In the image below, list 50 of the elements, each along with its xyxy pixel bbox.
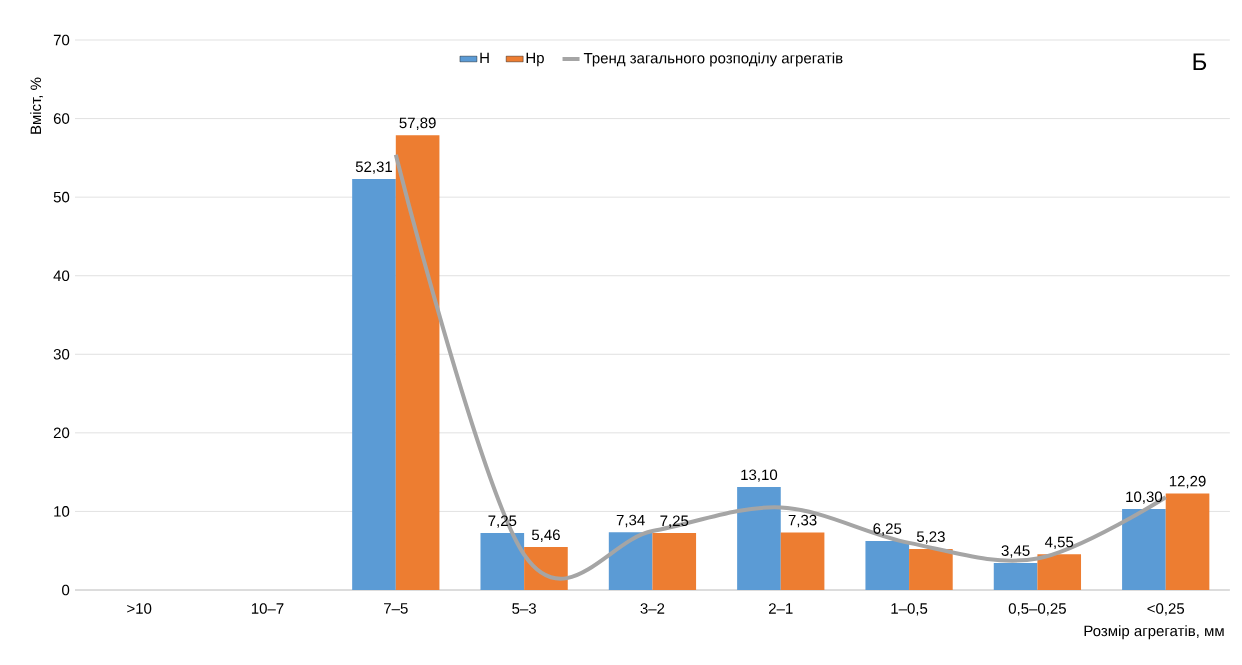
data-label: 5,46 — [531, 529, 560, 542]
data-label: 7,25 — [660, 515, 689, 528]
x-tick-label: >10 — [127, 603, 152, 614]
y-tick-label: 70 — [53, 34, 70, 46]
data-label: 7,33 — [788, 514, 817, 528]
bar — [395, 135, 440, 590]
data-label: 7,34 — [616, 514, 645, 528]
y-axis-title: Вміст, % — [30, 77, 43, 134]
data-label: 52,31 — [355, 161, 393, 174]
x-tick-label: 1–0,5 — [891, 603, 928, 616]
x-tick-label: 2–1 — [769, 603, 793, 614]
bar — [993, 562, 1038, 590]
x-tick-label: 3–2 — [640, 603, 665, 614]
x-tick-label: 7–5 — [384, 603, 408, 614]
legend-label: Нр — [526, 52, 544, 67]
data-label: 13,10 — [741, 469, 778, 482]
y-tick-label: 10 — [54, 506, 70, 517]
legend-label: Тренд загального розподілу агрегатів — [583, 52, 843, 67]
bar — [1122, 509, 1166, 590]
bar — [737, 487, 781, 590]
data-label: 12,29 — [1169, 475, 1206, 489]
data-label: 6,25 — [873, 523, 902, 536]
bar — [652, 533, 697, 590]
y-tick-label: 60 — [53, 113, 70, 124]
x-axis-title: Розмір агрегатів, мм — [1084, 625, 1224, 640]
data-label: 3,45 — [1001, 545, 1030, 558]
y-tick-label: 20 — [53, 427, 70, 439]
x-tick-label: 0,5–0,25 — [1008, 603, 1066, 616]
y-tick-label: 0 — [62, 584, 70, 596]
annotation: Б — [1193, 53, 1207, 70]
bar — [909, 548, 953, 590]
data-label: 57,89 — [399, 117, 436, 130]
y-tick-label: 50 — [53, 191, 70, 203]
bar — [1165, 493, 1210, 590]
bar — [608, 532, 653, 590]
data-label: 7,25 — [488, 515, 517, 528]
data-label: 10,30 — [1126, 491, 1163, 504]
bar — [780, 532, 825, 590]
y-tick-label: 30 — [53, 348, 70, 360]
x-tick-label: 5–3 — [512, 603, 536, 614]
bar — [1037, 554, 1082, 590]
x-tick-label: 10–7 — [251, 603, 284, 614]
bar — [865, 540, 910, 590]
bar — [480, 533, 525, 590]
x-tick-label: <0,25 — [1147, 603, 1185, 616]
data-label: 4,55 — [1044, 536, 1074, 550]
bar — [352, 178, 396, 590]
data-label: 5,23 — [916, 531, 945, 544]
y-tick-label: 40 — [53, 270, 70, 282]
legend-label: Н — [480, 52, 489, 64]
